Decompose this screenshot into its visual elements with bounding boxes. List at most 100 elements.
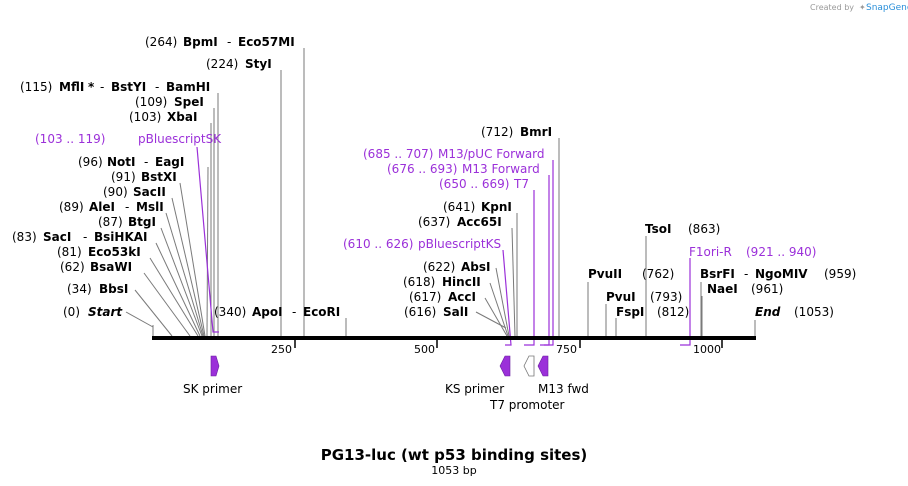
feature-label-m13puc-forward[interactable]: (685 .. 707) M13/pUC Forward — [363, 147, 545, 161]
ks-primer-feature[interactable] — [499, 355, 511, 377]
site-label-pvuii[interactable]: PvuII (762) — [588, 267, 674, 281]
saci-position: (83) — [12, 230, 37, 244]
mfli-position: (115) — [20, 80, 52, 94]
site-label-styi[interactable]: (224) StyI — [206, 57, 272, 71]
site-label-bsawi[interactable]: (62) BsaWI — [60, 260, 132, 274]
mfli-separator-1: - — [100, 80, 104, 94]
feature-label-pbluescriptsk[interactable]: (103 .. 119) pBluescriptSK — [35, 132, 222, 146]
site-label-bbsi[interactable]: (34) BbsI — [67, 282, 128, 296]
pbsk-position: (103 .. 119) — [35, 132, 105, 146]
bmri-name: BmrI — [520, 125, 552, 139]
feature-label-pbluescriptks[interactable]: (610 .. 626) pBluescriptKS — [343, 237, 501, 251]
site-label-btgi[interactable]: (87) BtgI — [98, 215, 156, 229]
bamhi-name: BamHI — [166, 80, 210, 94]
naei-position: (961) — [751, 282, 783, 296]
bpmi-separator: - — [227, 35, 231, 49]
alei-name: AleI — [89, 200, 115, 214]
styi-position: (224) — [206, 57, 238, 71]
bsrfi-name: BsrFI — [700, 267, 735, 281]
m13puc-name: M13/pUC Forward — [438, 147, 545, 161]
snapgene-logo-icon: ✦ — [859, 3, 866, 12]
site-label-xbai[interactable]: (103) XbaI — [129, 110, 197, 124]
site-label-alei[interactable]: (89) AleI - MslI — [59, 200, 164, 214]
m13f-name: M13 Forward — [462, 162, 540, 176]
absi-position: (622) — [423, 260, 455, 274]
sali-name: SalI — [443, 305, 468, 319]
tick-label-1000: 1000 — [693, 343, 721, 356]
site-label-apoi[interactable]: (340) ApoI - EcoRI — [214, 305, 340, 319]
map-title: PG13-luc (wt p53 binding sites) — [321, 446, 588, 464]
site-label-kpni[interactable]: (641) KpnI — [443, 200, 512, 214]
site-label-bsrfi[interactable]: BsrFI - NgoMIV (959) — [700, 267, 856, 281]
noti-separator: - — [144, 155, 148, 169]
naei-name: NaeI — [707, 282, 738, 296]
site-label-hincii[interactable]: (618) HincII — [403, 275, 481, 289]
site-label-tsoi[interactable]: TsoI (863) — [645, 222, 720, 236]
map-length: 1053 bp — [431, 464, 476, 477]
site-label-naei[interactable]: NaeI (961) — [707, 282, 783, 296]
sk-primer-feature[interactable] — [210, 355, 220, 377]
bsrfi-separator: - — [744, 267, 748, 281]
kpni-name: KpnI — [481, 200, 512, 214]
bstxi-position: (91) — [111, 170, 136, 184]
acci-name: AccI — [448, 290, 476, 304]
site-label-mfli[interactable]: (115) MflI * - BstYI - BamHI — [20, 80, 210, 94]
ks-primer-arrow-icon — [499, 355, 511, 377]
credit-prefix: Created by — [810, 3, 854, 12]
end-name: End — [755, 305, 781, 319]
eco53ki-position: (81) — [57, 245, 82, 259]
ks-primer-label: KS primer — [445, 382, 504, 396]
alei-position: (89) — [59, 200, 84, 214]
xbai-name: XbaI — [167, 110, 197, 124]
msli-name: MslI — [136, 200, 164, 214]
ngomiv-position: (959) — [824, 267, 856, 281]
site-label-acc65i[interactable]: (637) Acc65I — [418, 215, 502, 229]
site-label-end[interactable]: End (1053) — [755, 305, 834, 319]
site-label-start[interactable]: (0) Start — [63, 305, 123, 319]
scale-ticks: 250 500 750 1000 — [271, 340, 723, 356]
sali-position: (616) — [404, 305, 436, 319]
leader-lines — [125, 48, 756, 337]
site-label-bmri[interactable]: (712) BmrI — [481, 125, 552, 139]
site-label-bpmi[interactable]: (264) BpmI - Eco57MI — [145, 35, 295, 49]
site-label-eco53ki[interactable]: (81) Eco53kI — [57, 245, 141, 259]
bstxi-name: BstXI — [141, 170, 177, 184]
feature-label-m13-forward[interactable]: (676 .. 693) M13 Forward — [387, 162, 540, 176]
site-label-noti[interactable]: (96) NotI - EagI — [78, 155, 184, 169]
site-label-absi[interactable]: (622) AbsI — [423, 260, 490, 274]
noti-name: NotI — [107, 155, 136, 169]
acci-position: (617) — [409, 290, 441, 304]
bpmi-position: (264) — [145, 35, 177, 49]
site-label-bstxi[interactable]: (91) BstXI — [111, 170, 177, 184]
tsoi-position: (863) — [688, 222, 720, 236]
m13-fwd-feature[interactable] — [537, 355, 549, 377]
sk-primer-arrow-icon — [210, 355, 220, 377]
bsawi-name: BsaWI — [90, 260, 132, 274]
t7-promoter-feature[interactable] — [523, 355, 535, 377]
mfli-star: * — [88, 80, 95, 94]
site-label-spei[interactable]: (109) SpeI — [135, 95, 204, 109]
feature-label-t7[interactable]: (650 .. 669) T7 — [439, 177, 529, 191]
tsoi-name: TsoI — [645, 222, 671, 236]
site-label-sacii[interactable]: (90) SacII — [103, 185, 166, 199]
f1ori-position: (921 .. 940) — [746, 245, 816, 259]
kpni-position: (641) — [443, 200, 475, 214]
sacii-name: SacII — [133, 185, 166, 199]
end-position: (1053) — [794, 305, 834, 319]
site-label-saci[interactable]: (83) SacI - BsiHKAI — [12, 230, 148, 244]
bstyi-name: BstYI — [111, 80, 146, 94]
bmri-position: (712) — [481, 125, 513, 139]
site-label-acci[interactable]: (617) AccI — [409, 290, 476, 304]
m13-fwd-arrow-icon — [537, 355, 549, 377]
t7-promoter-arrow-icon — [523, 355, 535, 377]
site-label-sali[interactable]: (616) SalI — [404, 305, 468, 319]
site-label-pvui[interactable]: PvuI (793) — [606, 290, 682, 304]
bsawi-position: (62) — [60, 260, 85, 274]
eco53ki-name: Eco53kI — [88, 245, 141, 259]
hincii-position: (618) — [403, 275, 435, 289]
feature-label-f1ori-r[interactable]: F1ori-R (921 .. 940) — [689, 245, 816, 259]
pvuii-position: (762) — [642, 267, 674, 281]
site-label-fspi[interactable]: FspI (812) — [616, 305, 689, 319]
fspi-name: FspI — [616, 305, 644, 319]
start-name: Start — [88, 305, 123, 319]
